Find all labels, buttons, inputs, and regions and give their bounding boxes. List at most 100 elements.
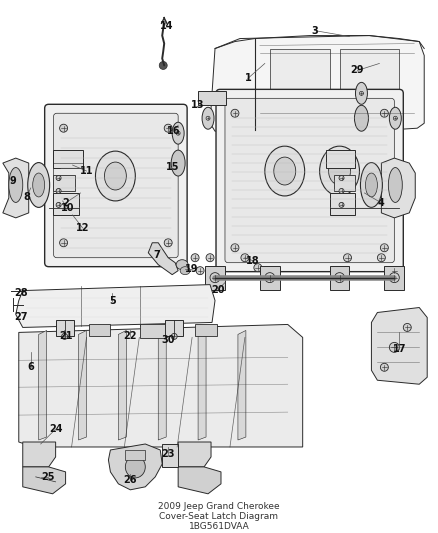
Text: 14: 14: [159, 21, 173, 30]
Text: 7: 7: [154, 250, 161, 260]
Polygon shape: [39, 330, 47, 440]
Ellipse shape: [354, 106, 368, 131]
Circle shape: [254, 264, 262, 272]
Bar: [53, 175, 74, 191]
Text: 1BG561DVAA: 1BG561DVAA: [189, 522, 249, 531]
Text: 11: 11: [80, 166, 93, 176]
Text: 10: 10: [61, 203, 74, 213]
Circle shape: [60, 239, 67, 247]
Polygon shape: [238, 330, 246, 440]
Polygon shape: [162, 444, 178, 467]
Circle shape: [206, 116, 210, 120]
Bar: [140, 325, 165, 338]
Text: 8: 8: [23, 192, 30, 202]
Ellipse shape: [172, 122, 184, 144]
Text: 4: 4: [378, 198, 385, 208]
Circle shape: [164, 124, 172, 132]
Polygon shape: [109, 444, 162, 490]
Bar: [270, 49, 329, 103]
Ellipse shape: [180, 266, 190, 274]
Circle shape: [164, 239, 172, 247]
Text: 23: 23: [162, 449, 175, 459]
Bar: [329, 265, 350, 289]
Bar: [325, 150, 356, 168]
Bar: [198, 91, 226, 106]
Bar: [260, 265, 280, 289]
FancyBboxPatch shape: [216, 90, 403, 272]
Polygon shape: [148, 243, 178, 274]
Text: 13: 13: [191, 100, 205, 110]
Bar: [334, 175, 356, 191]
Ellipse shape: [365, 173, 378, 197]
Circle shape: [339, 175, 344, 181]
Circle shape: [378, 254, 385, 262]
Ellipse shape: [176, 260, 188, 270]
Circle shape: [171, 334, 177, 340]
Bar: [195, 325, 217, 336]
Text: 25: 25: [41, 472, 54, 482]
Ellipse shape: [104, 162, 126, 190]
Circle shape: [231, 244, 239, 252]
Polygon shape: [178, 467, 221, 494]
Circle shape: [390, 266, 398, 274]
Bar: [205, 265, 225, 289]
Circle shape: [159, 61, 167, 69]
Polygon shape: [158, 330, 166, 440]
Ellipse shape: [9, 167, 23, 203]
Bar: [329, 193, 356, 215]
Text: 17: 17: [392, 344, 406, 354]
Circle shape: [380, 364, 389, 372]
Ellipse shape: [28, 163, 49, 207]
Text: Cover-Seat Latch Diagram: Cover-Seat Latch Diagram: [159, 512, 279, 521]
Polygon shape: [178, 442, 211, 467]
Text: 30: 30: [162, 335, 175, 345]
Text: 28: 28: [14, 288, 28, 297]
Bar: [165, 320, 183, 336]
Circle shape: [335, 273, 345, 282]
Ellipse shape: [360, 163, 382, 207]
Text: 6: 6: [27, 362, 34, 372]
Circle shape: [56, 189, 61, 193]
Polygon shape: [23, 467, 66, 494]
Polygon shape: [210, 36, 424, 131]
Circle shape: [339, 189, 344, 193]
Circle shape: [206, 254, 214, 262]
Ellipse shape: [320, 146, 360, 196]
Text: 18: 18: [246, 256, 260, 265]
Bar: [53, 150, 82, 168]
Text: 22: 22: [124, 332, 137, 342]
Circle shape: [60, 124, 67, 132]
Circle shape: [380, 109, 389, 117]
Text: 24: 24: [49, 424, 62, 434]
Ellipse shape: [33, 173, 45, 197]
Circle shape: [231, 109, 239, 117]
Circle shape: [241, 254, 249, 262]
Text: 19: 19: [185, 264, 199, 273]
Circle shape: [393, 116, 397, 120]
Circle shape: [176, 131, 180, 135]
Polygon shape: [381, 158, 415, 218]
Ellipse shape: [95, 151, 135, 201]
Bar: [125, 450, 145, 460]
Circle shape: [56, 175, 61, 181]
Text: 20: 20: [211, 285, 225, 295]
Circle shape: [210, 273, 220, 282]
FancyBboxPatch shape: [225, 98, 394, 263]
Bar: [56, 320, 74, 336]
Text: 3: 3: [311, 26, 318, 36]
Text: 12: 12: [76, 223, 89, 233]
Text: 21: 21: [59, 332, 72, 342]
Polygon shape: [16, 285, 215, 327]
Circle shape: [360, 91, 364, 95]
Bar: [339, 49, 399, 103]
Circle shape: [389, 273, 399, 282]
Text: 16: 16: [167, 126, 181, 136]
FancyBboxPatch shape: [45, 104, 187, 266]
Polygon shape: [78, 330, 87, 440]
Ellipse shape: [389, 107, 401, 129]
Circle shape: [403, 324, 411, 332]
Text: 26: 26: [124, 475, 137, 485]
Polygon shape: [371, 308, 427, 384]
Text: 1: 1: [244, 74, 251, 83]
Circle shape: [389, 342, 399, 352]
